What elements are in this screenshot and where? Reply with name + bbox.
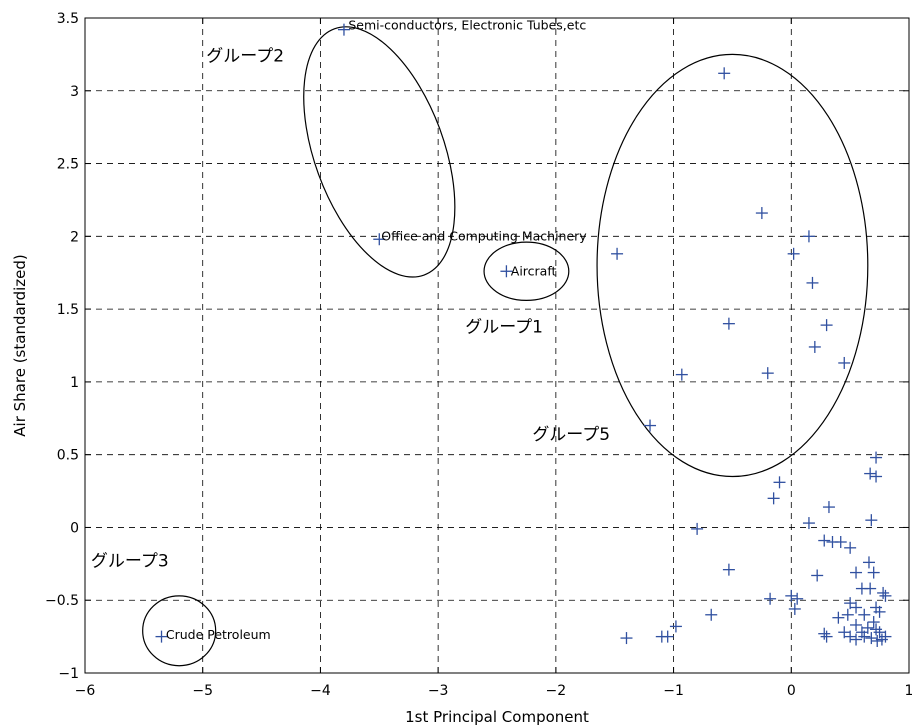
group-ellipse bbox=[142, 595, 217, 667]
data-point bbox=[870, 451, 883, 464]
data-point bbox=[832, 611, 845, 624]
data-point bbox=[844, 541, 857, 554]
data-point bbox=[691, 522, 704, 535]
data-point bbox=[373, 233, 386, 246]
group-label: グループ1 bbox=[465, 317, 543, 337]
data-point bbox=[773, 476, 786, 489]
group-label: グループ5 bbox=[532, 425, 610, 445]
data-point bbox=[811, 569, 824, 582]
data-point bbox=[808, 340, 821, 353]
x-tick-label: −3 bbox=[428, 683, 449, 699]
group-ellipse bbox=[303, 26, 456, 278]
label-layer: グループ2 グループ1 グループ5 グループ3 Semi-conductors, Ele… bbox=[91, 17, 610, 642]
y-tick-label: 2.5 bbox=[57, 157, 79, 173]
x-tick-label: 0 bbox=[787, 683, 796, 699]
data-point bbox=[785, 589, 798, 602]
data-point bbox=[820, 319, 833, 332]
x-tick-label: −6 bbox=[75, 683, 96, 699]
data-point bbox=[850, 566, 863, 579]
group-label: グループ2 bbox=[206, 47, 284, 67]
data-point bbox=[761, 367, 774, 380]
plot-frame bbox=[84, 17, 910, 674]
y-tick-label: 2 bbox=[70, 229, 79, 245]
x-tick-label: −1 bbox=[663, 683, 684, 699]
data-point bbox=[655, 630, 668, 643]
y-tick-label: 0 bbox=[70, 520, 79, 536]
y-tick-label: −0.5 bbox=[45, 593, 79, 609]
data-point bbox=[858, 630, 871, 643]
data-point bbox=[865, 632, 878, 645]
group-label: グループ3 bbox=[91, 552, 169, 572]
y-tick-label: 1 bbox=[70, 375, 79, 391]
data-point bbox=[620, 632, 633, 645]
data-point bbox=[675, 368, 688, 381]
data-point bbox=[822, 501, 835, 514]
point-layer bbox=[155, 23, 892, 647]
data-point bbox=[802, 517, 815, 530]
data-point bbox=[875, 633, 888, 646]
data-point bbox=[820, 630, 833, 643]
data-point bbox=[722, 317, 735, 330]
data-point bbox=[767, 492, 780, 505]
data-point bbox=[858, 608, 871, 621]
point-label: Semi-conductors, Electronic Tubes,etc bbox=[348, 17, 586, 32]
data-point bbox=[644, 419, 657, 432]
data-point bbox=[806, 276, 819, 289]
ellipse-layer bbox=[142, 26, 869, 667]
data-point bbox=[705, 608, 718, 621]
data-point bbox=[871, 634, 884, 647]
point-label: Crude Petroleum bbox=[166, 627, 271, 642]
data-point bbox=[864, 582, 877, 595]
data-point bbox=[870, 470, 883, 483]
data-point bbox=[862, 556, 875, 569]
data-point bbox=[611, 247, 624, 260]
data-point bbox=[764, 592, 777, 605]
y-tick-label: 0.5 bbox=[57, 448, 79, 464]
data-point bbox=[841, 608, 854, 621]
data-point bbox=[818, 534, 831, 547]
data-point bbox=[155, 630, 168, 643]
x-tick-label: −5 bbox=[192, 683, 213, 699]
data-point bbox=[879, 589, 892, 602]
data-point bbox=[850, 601, 863, 614]
data-point bbox=[791, 592, 804, 605]
point-label: Office and Computing Machinery bbox=[381, 228, 587, 243]
data-point bbox=[788, 602, 801, 615]
x-tick-label: 1 bbox=[905, 683, 912, 699]
data-point bbox=[867, 616, 880, 629]
data-point bbox=[722, 563, 735, 576]
tick-layer: −6 −5 −4 −3 −2 −1 0 1 −1 −0.5 0 0.5 1 1.5 2 2.5 3 3.5 bbox=[45, 11, 912, 699]
data-point bbox=[802, 230, 815, 243]
data-point bbox=[865, 514, 878, 527]
data-point bbox=[838, 356, 851, 369]
data-point bbox=[867, 566, 880, 579]
data-point bbox=[755, 207, 768, 220]
data-point bbox=[818, 627, 831, 640]
data-point bbox=[873, 605, 886, 618]
x-axis-label: 1st Principal Component bbox=[405, 708, 589, 726]
data-point bbox=[850, 618, 863, 631]
y-tick-label: 1.5 bbox=[57, 302, 79, 318]
data-point bbox=[864, 467, 877, 480]
data-point bbox=[834, 536, 847, 548]
data-point bbox=[787, 247, 800, 260]
data-point bbox=[337, 23, 350, 36]
x-tick-label: −2 bbox=[546, 683, 567, 699]
data-point bbox=[844, 630, 857, 643]
y-tick-label: −1 bbox=[58, 666, 79, 682]
grid-layer bbox=[85, 18, 909, 673]
data-point bbox=[500, 265, 513, 278]
data-point bbox=[718, 67, 731, 80]
x-tick-label: −4 bbox=[310, 683, 331, 699]
data-point bbox=[877, 586, 890, 599]
data-point bbox=[850, 633, 863, 646]
data-point bbox=[669, 620, 682, 633]
group-ellipse bbox=[483, 241, 570, 301]
group-ellipse bbox=[596, 53, 869, 478]
y-axis-label: Air Share (standardized) bbox=[11, 254, 29, 436]
y-tick-label: 3.5 bbox=[57, 11, 79, 27]
point-label: Aircraft bbox=[511, 263, 557, 278]
y-tick-label: 3 bbox=[70, 84, 79, 100]
